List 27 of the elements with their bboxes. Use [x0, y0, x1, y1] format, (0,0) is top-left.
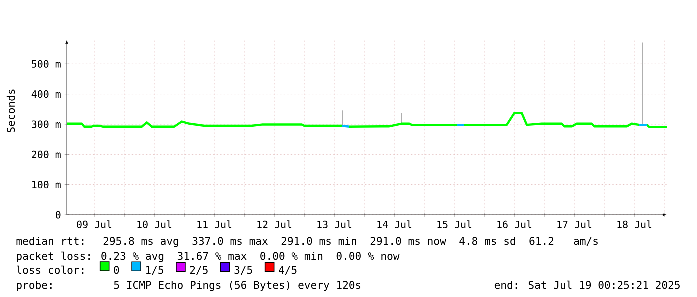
y-tick-label: 0 [56, 211, 61, 219]
y-tick-label: 300 m [32, 120, 61, 128]
legend-title: loss color: [17, 266, 84, 274]
x-tick-label: 14 Jul [378, 220, 412, 228]
x-tick-label: 18 Jul [618, 220, 652, 228]
x-tick-label: 16 Jul [498, 220, 532, 228]
x-tick-label: 17 Jul [558, 220, 592, 228]
x-tick-label: 13 Jul [318, 220, 352, 228]
text: probe: 5 ICMP Echo Pings (56 Bytes) every 120s [17, 280, 361, 292]
x-tick-label: 12 Jul [258, 220, 292, 228]
y-tick-label: 400 m [32, 90, 61, 98]
y-axis-title: Seconds [6, 90, 16, 133]
text: end: Sat Jul 19 00:25:21 2025 [494, 280, 680, 290]
x-tick-label: 10 Jul [138, 220, 172, 228]
legend-label: 4/5 [279, 266, 297, 275]
x-tick-label: 15 Jul [438, 220, 472, 228]
y-tick-label: 200 m [32, 150, 61, 158]
y-tick-label: 100 m [32, 181, 61, 189]
legend-label: 3/5 [234, 266, 252, 275]
x-tick-label: 11 Jul [198, 220, 232, 228]
text: median rtt: 295.8 ms avg 337.0 ms max 291.0 ms min 291.0 ms now 4.8 ms sd 61.2 am/s [16, 236, 598, 248]
y-tick-label: 500 m [32, 60, 61, 68]
legend-label: 0 [114, 266, 120, 274]
text: packet loss: 0.23 % avg 31.67 % max 0.00 % min 0.00 % now [17, 252, 400, 262]
x-tick-label: 09 Jul [77, 220, 112, 228]
legend-label: 2/5 [190, 266, 208, 275]
legend-label: 1/5 [146, 266, 164, 275]
